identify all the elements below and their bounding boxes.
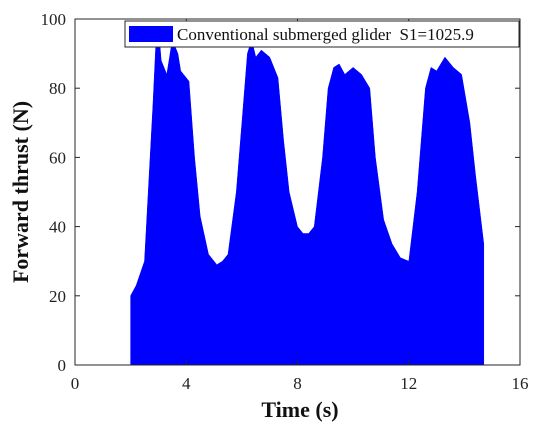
legend-swatch [129, 26, 173, 42]
y-axis-ticks: 0 20 40 60 80 100 [41, 10, 520, 375]
y-tick-label: 0 [58, 356, 67, 375]
y-tick-label: 80 [49, 79, 66, 98]
x-tick-label: 0 [71, 374, 80, 393]
legend: Conventional submerged glider S1=1025.9 [124, 20, 520, 48]
area-series-0 [130, 25, 485, 366]
x-tick-label: 16 [512, 374, 529, 393]
x-tick-label: 8 [293, 374, 302, 393]
y-tick-label: 60 [49, 148, 66, 167]
y-tick-label: 100 [41, 10, 67, 29]
legend-label: Conventional submerged glider S1=1025.9 [177, 25, 474, 44]
legend-box [124, 20, 520, 48]
area-layer [130, 25, 485, 366]
x-tick-label: 12 [400, 374, 417, 393]
x-axis-title: Time (s) [261, 397, 338, 422]
y-tick-label: 40 [49, 218, 66, 237]
y-axis-title: Forward thrust (N) [8, 101, 33, 283]
y-tick-label: 20 [49, 287, 66, 306]
x-tick-label: 4 [182, 374, 191, 393]
